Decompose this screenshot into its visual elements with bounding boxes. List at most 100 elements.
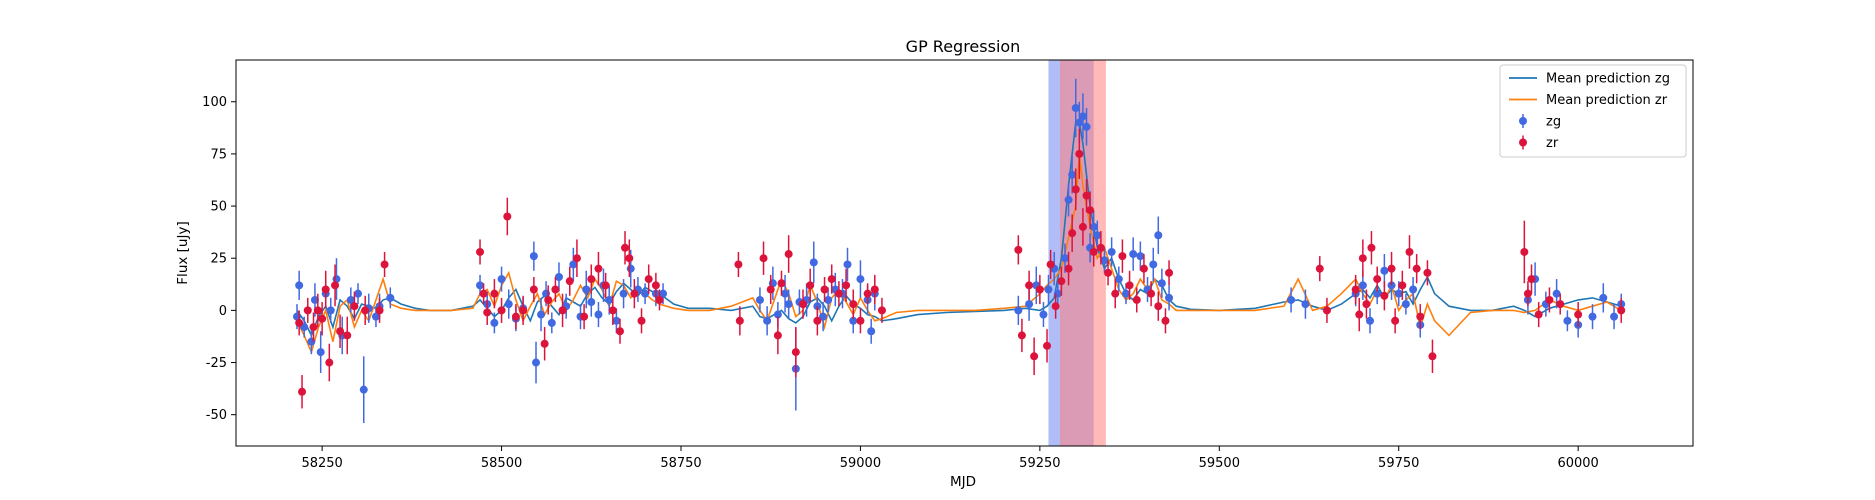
point-zg [532, 341, 541, 384]
point-zg [1366, 308, 1375, 334]
point-zg [612, 308, 621, 334]
marker-zr [350, 302, 359, 311]
marker-zr [1412, 264, 1421, 273]
marker-zr [313, 306, 322, 315]
point-zr [303, 297, 312, 323]
point-zr [1089, 237, 1098, 267]
marker-zr [1147, 289, 1156, 298]
point-zr [1165, 260, 1174, 286]
point-zg [386, 287, 395, 309]
point-zr [1391, 308, 1400, 334]
marker-zr [1165, 268, 1174, 277]
point-zr [1139, 254, 1148, 284]
point-zr [1125, 270, 1134, 300]
point-zr [1423, 260, 1432, 286]
marker-zg [1039, 310, 1048, 319]
point-zg [359, 356, 368, 424]
point-zr [295, 310, 304, 336]
point-zg [1599, 283, 1608, 313]
marker-zr [877, 306, 886, 315]
marker-zr [1025, 281, 1034, 290]
x-tick-label: 58500 [481, 456, 522, 471]
y-tick-label: 0 [219, 304, 227, 319]
marker-zg [819, 312, 828, 321]
marker-zg [1358, 281, 1367, 290]
point-zg [856, 260, 865, 298]
marker-zr [1373, 275, 1382, 284]
point-zr [1147, 281, 1156, 307]
point-zr [503, 197, 512, 236]
point-zr [490, 279, 499, 309]
marker-zg [1599, 293, 1608, 302]
marker-zr [1428, 352, 1437, 361]
point-zr [1118, 239, 1127, 273]
point-zr [529, 276, 538, 303]
point-zg [354, 283, 363, 305]
point-zg [843, 247, 852, 282]
point-zr [318, 302, 327, 336]
point-zr [1082, 178, 1091, 213]
x-tick-label: 60000 [1557, 456, 1598, 471]
marker-zr [558, 306, 567, 315]
marker-zr [799, 300, 808, 309]
point-zr [1527, 264, 1536, 294]
marker-zr [608, 306, 617, 315]
marker-zr [540, 339, 549, 348]
marker-zr [580, 312, 589, 321]
point-zr [651, 272, 660, 298]
marker-zr [325, 358, 334, 367]
y-tick-label: -50 [206, 408, 227, 423]
point-zr [580, 304, 589, 330]
marker-zr [637, 316, 646, 325]
marker-zr [766, 285, 775, 294]
marker-zg [1610, 312, 1619, 321]
point-zr [834, 281, 843, 307]
y-axis-label: Flux [uJy] [175, 221, 191, 284]
marker-zg [490, 318, 499, 327]
point-zr [1111, 279, 1120, 309]
point-zg [1068, 155, 1077, 194]
point-zr [1617, 297, 1626, 323]
marker-zg [659, 289, 668, 298]
marker-zr [1035, 285, 1044, 294]
point-zr [497, 297, 506, 323]
marker-zg [354, 289, 363, 298]
marker-zg [1078, 112, 1087, 121]
legend-entry: Mean prediction zr [1509, 93, 1668, 108]
marker-zr [621, 243, 630, 252]
marker-zg [1366, 316, 1375, 325]
marker-zr [587, 275, 596, 284]
marker-zg [849, 316, 858, 325]
x-tick-label: 59500 [1199, 456, 1240, 471]
point-zr [1014, 235, 1023, 265]
point-zr [361, 295, 370, 325]
x-axis-label: MJD [950, 474, 976, 490]
marker-zg [809, 258, 818, 267]
marker-zg [1114, 275, 1123, 284]
x-tick-label: 58250 [301, 456, 342, 471]
marker-zr [1154, 302, 1163, 311]
marker-zr [856, 316, 865, 325]
marker-zr [651, 281, 660, 290]
point-zr [1387, 251, 1396, 286]
point-zr [375, 297, 384, 323]
marker-zr [303, 306, 312, 315]
marker-zr [343, 331, 352, 340]
marker-zr [1043, 341, 1052, 350]
marker-zr [476, 247, 485, 256]
point-zr [331, 264, 340, 307]
point-zg [1082, 107, 1091, 146]
point-zg [1044, 274, 1053, 305]
marker-zr [565, 277, 574, 286]
point-zr [1362, 289, 1371, 319]
y-tick-label: 25 [210, 252, 227, 267]
marker-zg [359, 385, 368, 394]
point-zg [1301, 289, 1310, 319]
point-zg [641, 283, 650, 305]
marker-zr [1030, 352, 1039, 361]
point-zg [1093, 220, 1102, 250]
point-zr [540, 327, 549, 361]
point-zr [1367, 231, 1376, 265]
marker-zg [1401, 300, 1410, 309]
marker-zg [1093, 231, 1102, 240]
